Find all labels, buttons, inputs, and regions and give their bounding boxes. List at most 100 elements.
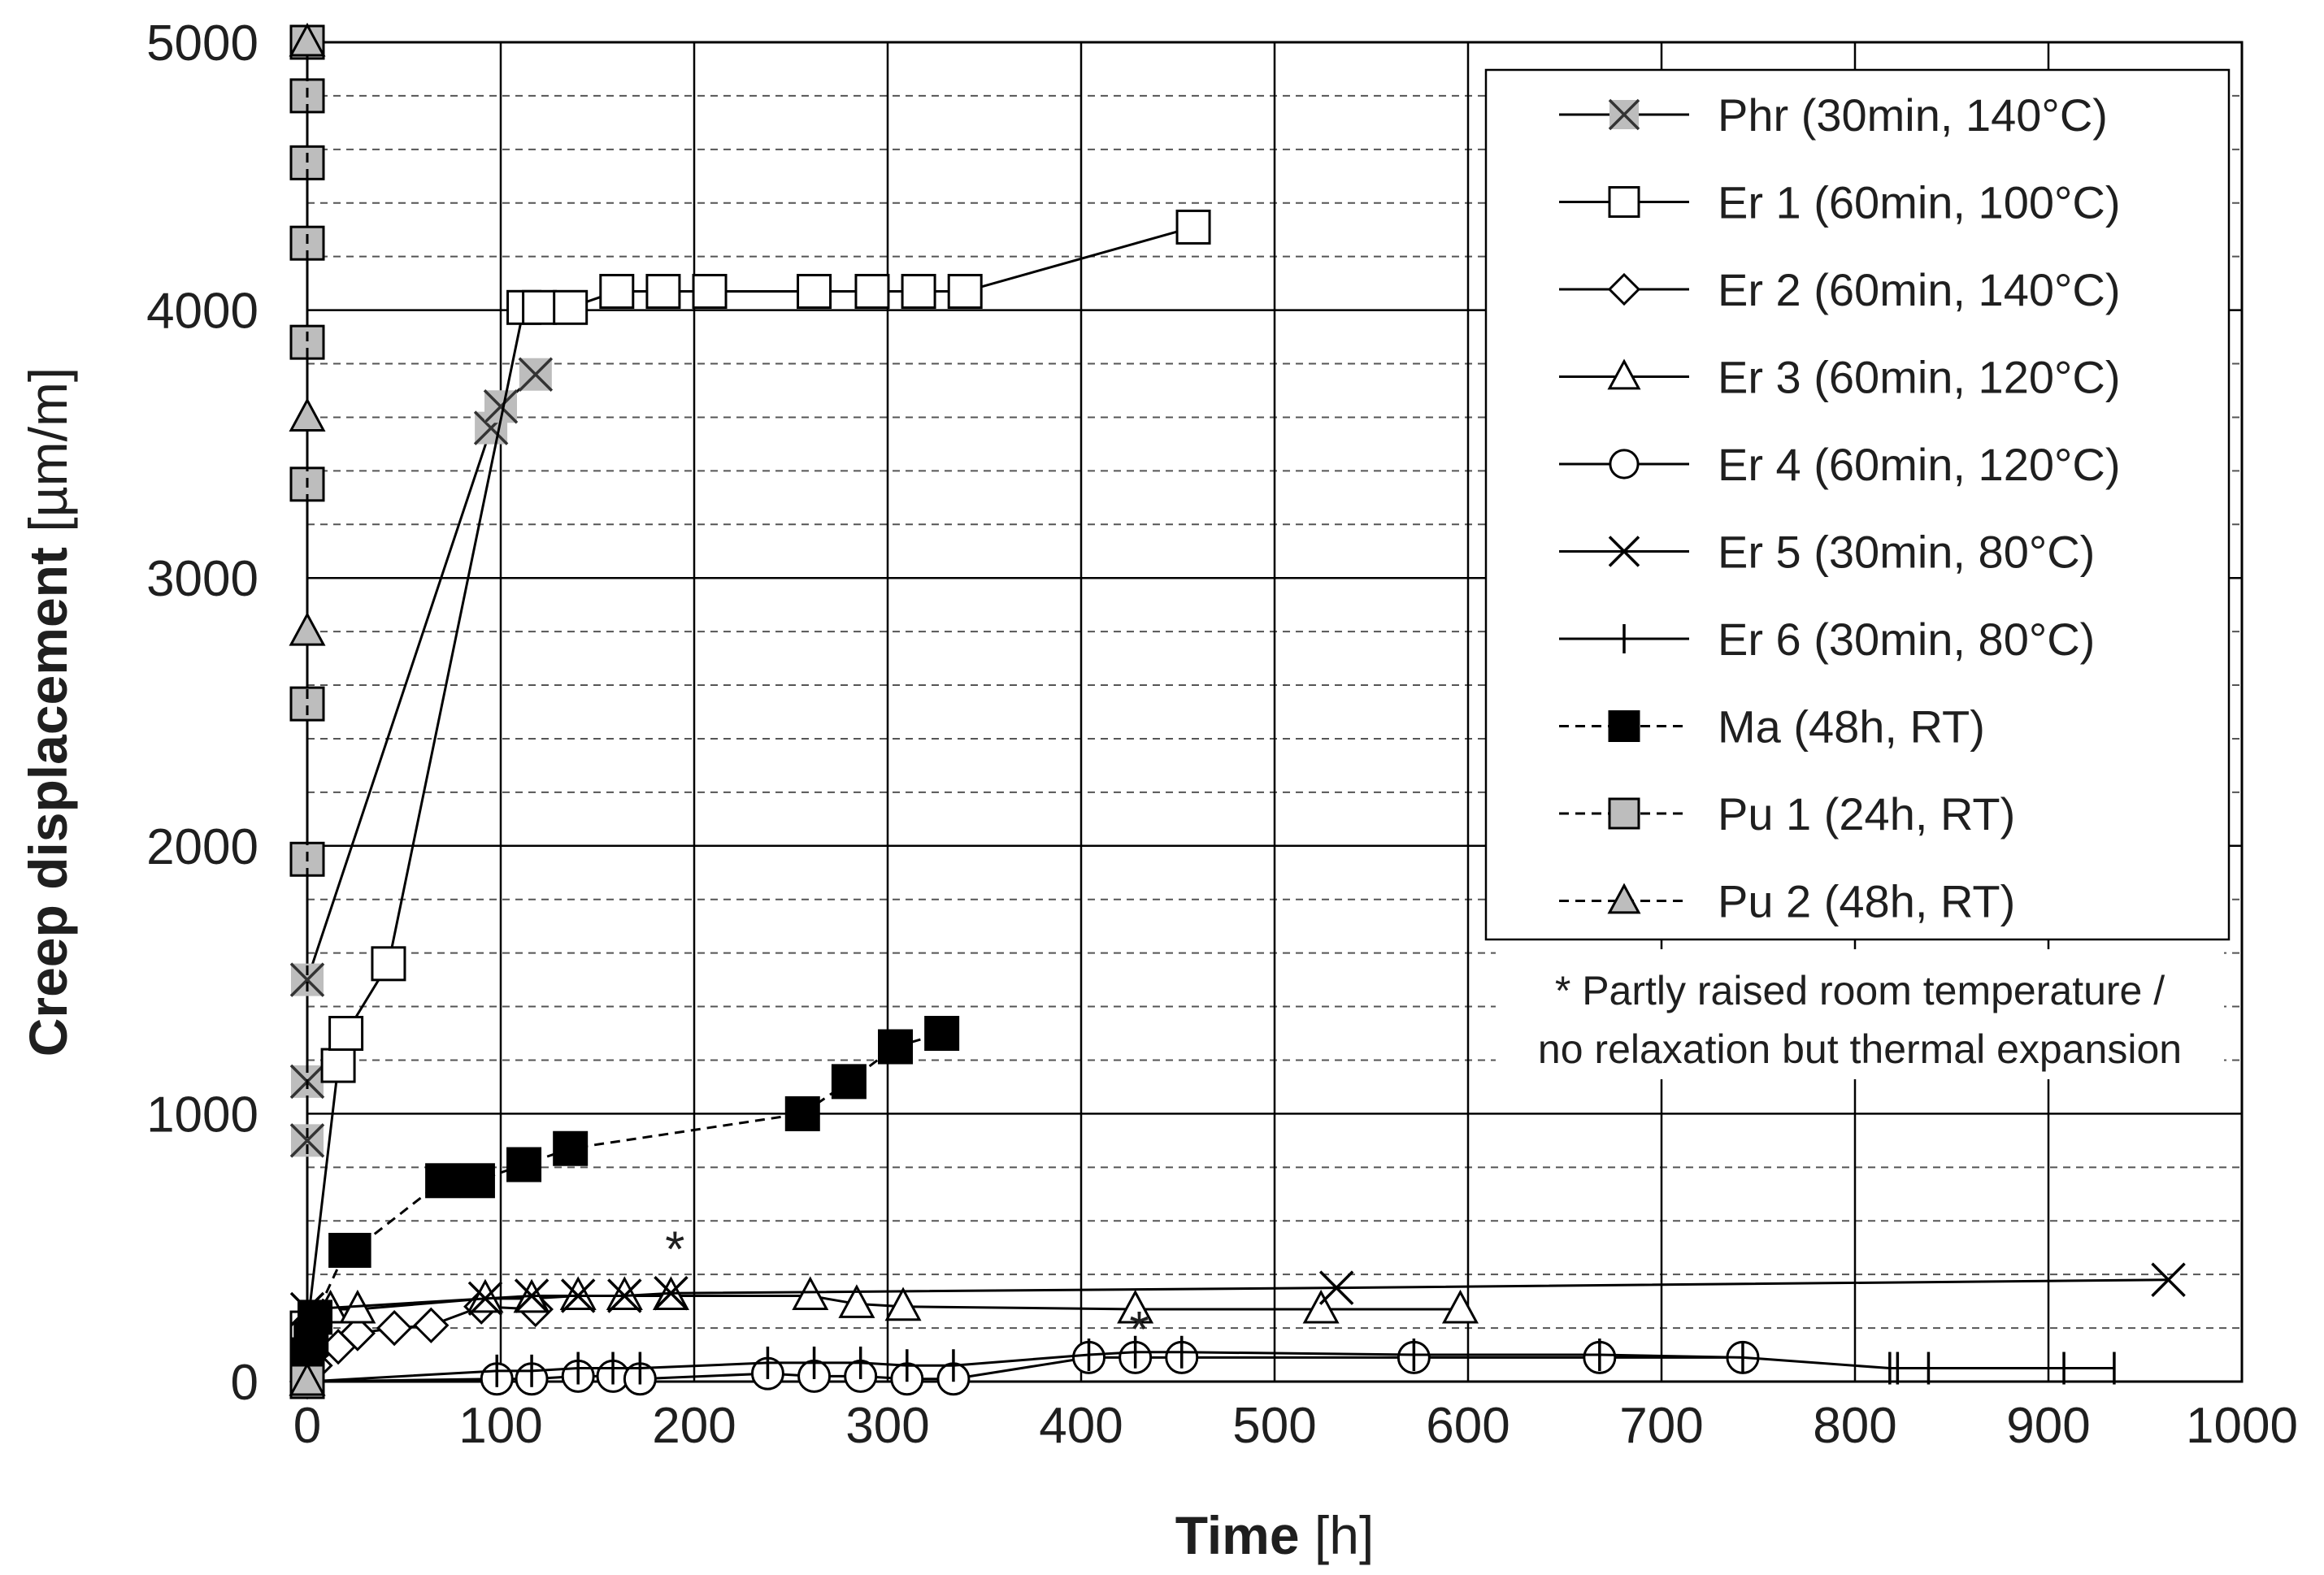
series-6 xyxy=(306,1335,2116,1398)
data-point xyxy=(1608,536,1640,567)
data-point xyxy=(599,274,635,310)
data-point xyxy=(831,1064,867,1100)
data-point xyxy=(1608,186,1640,218)
x-tick-label: 600 xyxy=(1426,1398,1510,1454)
data-point xyxy=(901,274,936,310)
x-tick-label: 700 xyxy=(1619,1398,1703,1454)
data-point xyxy=(336,1232,371,1268)
x-axis-title-unit: [h] xyxy=(1300,1505,1375,1565)
legend-label: Pu 2 (48h, RT) xyxy=(1718,876,2015,927)
data-point xyxy=(947,274,983,310)
data-point xyxy=(289,611,326,646)
data-point xyxy=(1607,883,1641,914)
x-tick-label: 400 xyxy=(1039,1398,1123,1454)
data-point xyxy=(1302,1289,1340,1324)
data-point xyxy=(413,1307,450,1343)
data-point xyxy=(425,1163,461,1199)
data-point xyxy=(339,1315,376,1352)
note-line-1: * Partly raised room temperature / xyxy=(1555,968,2165,1013)
x-tick-label: 800 xyxy=(1813,1398,1896,1454)
y-tick-label: 2000 xyxy=(146,819,258,875)
series-line xyxy=(306,1295,1461,1382)
series-line xyxy=(306,1278,2169,1311)
data-point xyxy=(1608,797,1640,830)
data-point xyxy=(376,1309,413,1347)
x-tick-label: 0 xyxy=(293,1398,321,1454)
x-axis-ticks: 0 100 200 300 400 500 600 700 800 900 1000 xyxy=(293,1398,2298,1454)
data-point xyxy=(1441,1289,1479,1324)
series-9 xyxy=(289,22,326,1396)
y-tick-label: 1000 xyxy=(146,1087,258,1143)
y-tick-label: 4000 xyxy=(146,284,258,340)
data-point xyxy=(1318,1270,1354,1305)
legend-item: Er 4 (60min, 120°C) xyxy=(1559,439,2120,490)
data-point xyxy=(560,1278,596,1313)
y-axis-title: Creep displacement [µm/m] xyxy=(18,367,78,1057)
data-point xyxy=(289,22,326,57)
series-7 xyxy=(289,1016,960,1373)
data-point xyxy=(1175,209,1211,245)
data-point xyxy=(924,1016,960,1052)
data-point xyxy=(607,1278,642,1313)
legend-label: Er 4 (60min, 120°C) xyxy=(1718,439,2120,490)
data-point xyxy=(467,1281,503,1317)
data-point xyxy=(692,274,728,310)
legend-item: Pu 2 (48h, RT) xyxy=(1559,876,2015,927)
y-axis-title-bold: Creep displacement xyxy=(18,547,78,1057)
data-point xyxy=(522,289,558,325)
legend-label: Phr (30min, 140°C) xyxy=(1718,89,2108,141)
y-tick-label: 0 xyxy=(231,1355,258,1411)
note-box: * Partly raised room temperature / no re… xyxy=(1496,949,2224,1079)
data-point xyxy=(1608,98,1640,131)
data-point xyxy=(838,1284,875,1318)
data-point xyxy=(854,274,890,310)
data-point xyxy=(514,1278,550,1313)
data-point xyxy=(459,1163,495,1199)
data-point xyxy=(553,1130,589,1166)
legend-label: Ma (48h, RT) xyxy=(1718,701,1985,753)
note-line-2: no relaxation but thermal expansion xyxy=(1538,1026,2182,1072)
data-point xyxy=(298,1299,333,1335)
series-line xyxy=(306,1351,2114,1383)
data-point xyxy=(878,1029,914,1065)
data-point xyxy=(792,1276,829,1311)
annotations: ** xyxy=(665,1221,1149,1358)
data-point xyxy=(328,1016,364,1052)
data-point xyxy=(559,1276,597,1311)
data-point xyxy=(884,1286,922,1321)
legend-label: Er 5 (30min, 80°C) xyxy=(1718,527,2095,578)
data-point xyxy=(645,274,681,310)
data-point xyxy=(784,1096,820,1131)
legend-item: Pu 1 (24h, RT) xyxy=(1559,788,2015,840)
x-tick-label: 500 xyxy=(1232,1398,1316,1454)
data-point xyxy=(289,397,326,432)
x-tick-label: 1000 xyxy=(2186,1398,2298,1454)
data-point xyxy=(1608,710,1640,742)
series-layer xyxy=(289,22,2186,1400)
legend-label: Er 2 (60min, 140°C) xyxy=(1718,264,2120,315)
legend-item: Phr (30min, 140°C) xyxy=(1559,89,2108,141)
y-axis-title-unit: [µm/m] xyxy=(18,367,78,547)
data-point xyxy=(289,1361,326,1396)
data-point xyxy=(371,946,406,982)
data-point xyxy=(518,357,554,392)
data-point xyxy=(1607,358,1641,390)
asterisk-annotation: * xyxy=(665,1221,684,1278)
data-point xyxy=(467,1278,504,1313)
x-tick-label: 100 xyxy=(458,1398,542,1454)
legend-label: Er 6 (30min, 80°C) xyxy=(1718,614,2095,665)
data-point xyxy=(553,289,589,325)
legend-item: Er 5 (30min, 80°C) xyxy=(1559,527,2095,578)
data-point xyxy=(1609,449,1640,479)
legend-label: Er 3 (60min, 120°C) xyxy=(1718,352,2120,403)
y-tick-label: 3000 xyxy=(146,551,258,607)
asterisk-annotation: * xyxy=(1129,1302,1149,1358)
data-point xyxy=(654,1275,689,1311)
data-point xyxy=(2151,1262,2186,1297)
y-axis-ticks: 0 1000 2000 3000 4000 5000 xyxy=(146,15,258,1411)
data-point xyxy=(320,1048,356,1083)
data-point xyxy=(606,1276,643,1311)
x-axis-title: Time [h] xyxy=(1175,1505,1375,1565)
data-point xyxy=(506,1147,542,1182)
data-point xyxy=(1117,1289,1154,1324)
